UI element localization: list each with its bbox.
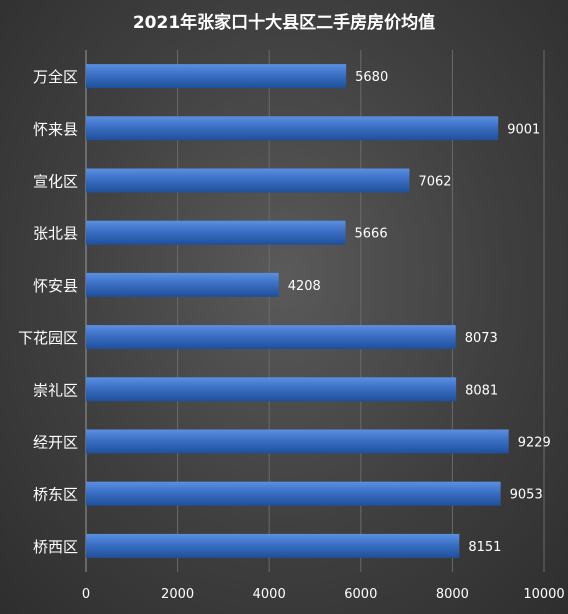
bars [86, 64, 509, 558]
category-label: 经开区 [33, 434, 78, 452]
value-label: 4208 [288, 279, 321, 294]
x-tick-label: 0 [82, 587, 90, 602]
value-labels: 5680 9001 7062 5666 4208 8073 8081 9229 9053 8151 [288, 70, 551, 555]
value-label: 5666 [355, 227, 388, 242]
value-label: 5680 [355, 70, 388, 85]
x-tick-labels: 0 2000 4000 6000 8000 10000 [82, 587, 565, 602]
x-tick-label: 4000 [253, 587, 286, 602]
bar [86, 533, 460, 558]
bar [86, 272, 279, 297]
bar [86, 220, 346, 245]
category-label: 万全区 [33, 68, 78, 86]
value-label: 8073 [465, 331, 498, 346]
category-label: 桥东区 [33, 486, 78, 504]
value-label: 9229 [518, 436, 551, 451]
value-label: 9053 [510, 488, 543, 503]
bar [86, 429, 509, 454]
value-label: 8081 [465, 383, 498, 398]
value-label: 9001 [507, 122, 540, 137]
bar [86, 116, 499, 141]
bar [86, 325, 456, 350]
value-label: 7062 [418, 175, 451, 190]
category-label: 宣化区 [33, 173, 78, 191]
bar [86, 481, 501, 506]
x-tick-label: 2000 [161, 587, 194, 602]
x-tick-label: 8000 [436, 587, 469, 602]
bar [86, 64, 347, 89]
chart-title: 2021年张家口十大县区二手房房价均值 [133, 12, 435, 33]
x-tick-label: 6000 [344, 587, 377, 602]
category-label: 桥西区 [33, 538, 78, 556]
category-label: 怀来县 [33, 120, 78, 138]
category-label: 下花园区 [18, 329, 78, 347]
bar [86, 377, 457, 402]
category-label: 怀安县 [33, 277, 78, 295]
value-label: 8151 [468, 540, 501, 555]
bar [86, 168, 410, 193]
category-label: 崇礼区 [33, 381, 78, 399]
category-label: 张北县 [33, 225, 78, 243]
x-tick-label: 10000 [523, 587, 564, 602]
